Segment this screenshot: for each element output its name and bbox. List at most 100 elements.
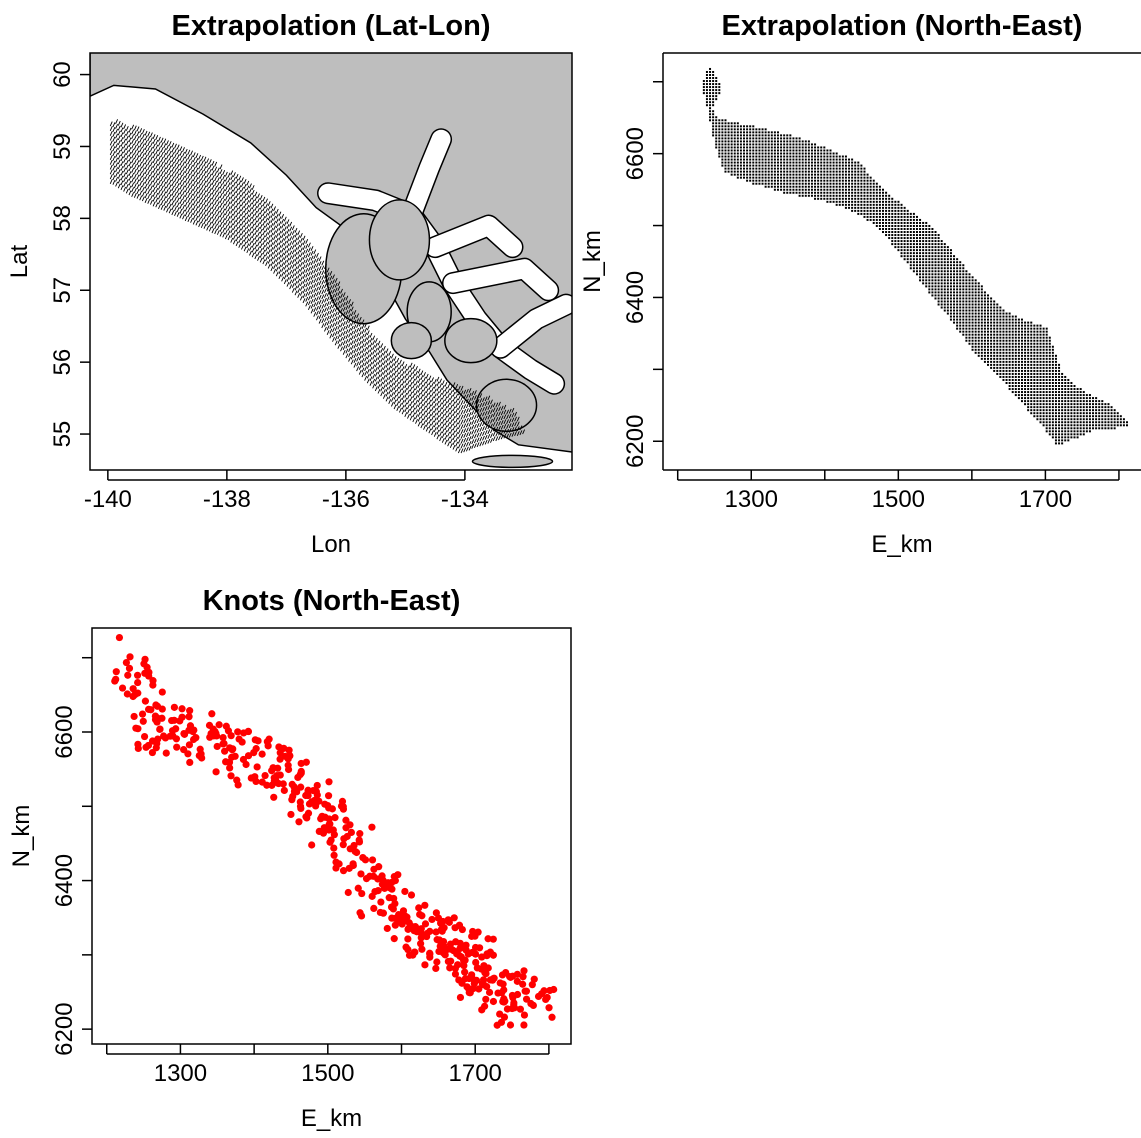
extrapolation-cell <box>904 228 906 230</box>
extrapolation-cell <box>771 137 773 139</box>
extrapolation-cell <box>193 177 195 182</box>
extrapolation-cell <box>981 349 983 351</box>
extrapolation-cell <box>282 219 284 224</box>
extrapolation-cell <box>110 136 112 141</box>
extrapolation-cell <box>836 159 838 161</box>
extrapolation-cell <box>231 180 233 185</box>
extrapolation-cell <box>469 436 471 441</box>
extrapolation-cell <box>962 325 964 327</box>
extrapolation-cell <box>919 243 921 245</box>
extrapolation-cell <box>399 369 401 374</box>
extrapolation-cell <box>177 183 179 188</box>
extrapolation-cell <box>249 227 251 232</box>
extrapolation-cell <box>715 92 717 94</box>
y-tick-label: 6600 <box>622 127 649 180</box>
y-axis-label: N_km <box>8 805 35 868</box>
extrapolation-cell <box>975 282 977 284</box>
extrapolation-cell <box>1033 412 1035 414</box>
extrapolation-cell <box>303 241 305 246</box>
extrapolation-cell <box>134 155 136 160</box>
extrapolation-cell <box>907 216 909 218</box>
extrapolation-cell <box>938 234 940 236</box>
extrapolation-cell <box>848 207 850 209</box>
extrapolation-cell <box>734 162 736 164</box>
extrapolation-cell <box>1030 376 1032 378</box>
extrapolation-cell <box>799 140 801 142</box>
extrapolation-cell <box>322 323 324 328</box>
extrapolation-cell <box>941 243 943 245</box>
extrapolation-cell <box>383 389 385 394</box>
extrapolation-cell <box>928 249 930 251</box>
extrapolation-cell <box>990 349 992 351</box>
extrapolation-cell <box>1012 316 1014 318</box>
extrapolation-cell <box>180 204 182 209</box>
extrapolation-cell <box>236 184 238 189</box>
extrapolation-cell <box>1061 412 1063 414</box>
extrapolation-cell <box>137 160 139 165</box>
extrapolation-cell <box>298 279 300 284</box>
extrapolation-cell <box>153 144 155 149</box>
extrapolation-cell <box>241 192 243 197</box>
extrapolation-cell <box>448 384 450 389</box>
extrapolation-cell <box>907 222 909 224</box>
extrapolation-cell <box>1040 415 1042 417</box>
extrapolation-cell <box>1015 376 1017 378</box>
extrapolation-cell <box>1043 391 1045 393</box>
extrapolation-cell <box>965 300 967 302</box>
extrapolation-cell <box>802 168 804 170</box>
extrapolation-cell <box>922 231 924 233</box>
extrapolation-cell <box>239 219 241 224</box>
extrapolation-cell <box>999 343 1001 345</box>
extrapolation-cell <box>201 204 203 209</box>
extrapolation-cell <box>1024 376 1026 378</box>
extrapolation-cell <box>477 438 479 443</box>
extrapolation-cell <box>373 336 375 341</box>
extrapolation-cell <box>783 146 785 148</box>
extrapolation-cell <box>1018 343 1020 345</box>
extrapolation-cell <box>712 125 714 127</box>
extrapolation-cell <box>845 204 847 206</box>
extrapolation-cell <box>854 189 856 191</box>
extrapolation-cell <box>870 180 872 182</box>
extrapolation-cell <box>965 297 967 299</box>
extrapolation-cell <box>357 333 359 338</box>
extrapolation-cell <box>987 337 989 339</box>
extrapolation-cell <box>145 136 147 141</box>
extrapolation-cell <box>752 125 754 127</box>
extrapolation-cell <box>1021 364 1023 366</box>
extrapolation-cell <box>258 256 260 261</box>
extrapolation-cell <box>1055 433 1057 435</box>
extrapolation-cell <box>193 157 195 162</box>
extrapolation-cell <box>1027 376 1029 378</box>
extrapolation-cell <box>885 222 887 224</box>
extrapolation-cell <box>820 171 822 173</box>
extrapolation-cell <box>758 156 760 158</box>
extrapolation-cell <box>233 177 235 182</box>
extrapolation-cell <box>931 276 933 278</box>
extrapolation-cell <box>718 128 720 130</box>
extrapolation-cell <box>817 177 819 179</box>
extrapolation-cell <box>196 158 198 163</box>
extrapolation-cell <box>968 294 970 296</box>
extrapolation-cell <box>453 435 455 440</box>
extrapolation-cell <box>1030 361 1032 363</box>
extrapolation-cell <box>724 119 726 121</box>
extrapolation-cell <box>938 249 940 251</box>
extrapolation-cell <box>276 209 278 214</box>
extrapolation-cell <box>1067 400 1069 402</box>
extrapolation-cell <box>1021 388 1023 390</box>
extrapolation-cell <box>928 252 930 254</box>
extrapolation-cell <box>817 174 819 176</box>
extrapolation-cell <box>783 153 785 155</box>
extrapolation-cell <box>311 246 313 251</box>
extrapolation-cell <box>968 322 970 324</box>
extrapolation-cell <box>1052 394 1054 396</box>
extrapolation-cell <box>1024 349 1026 351</box>
y-tick-label: 6400 <box>622 271 649 324</box>
extrapolation-cell <box>870 210 872 212</box>
extrapolation-cell <box>774 134 776 136</box>
extrapolation-cell <box>116 148 118 153</box>
extrapolation-cell <box>833 180 835 182</box>
extrapolation-cell <box>116 158 118 163</box>
